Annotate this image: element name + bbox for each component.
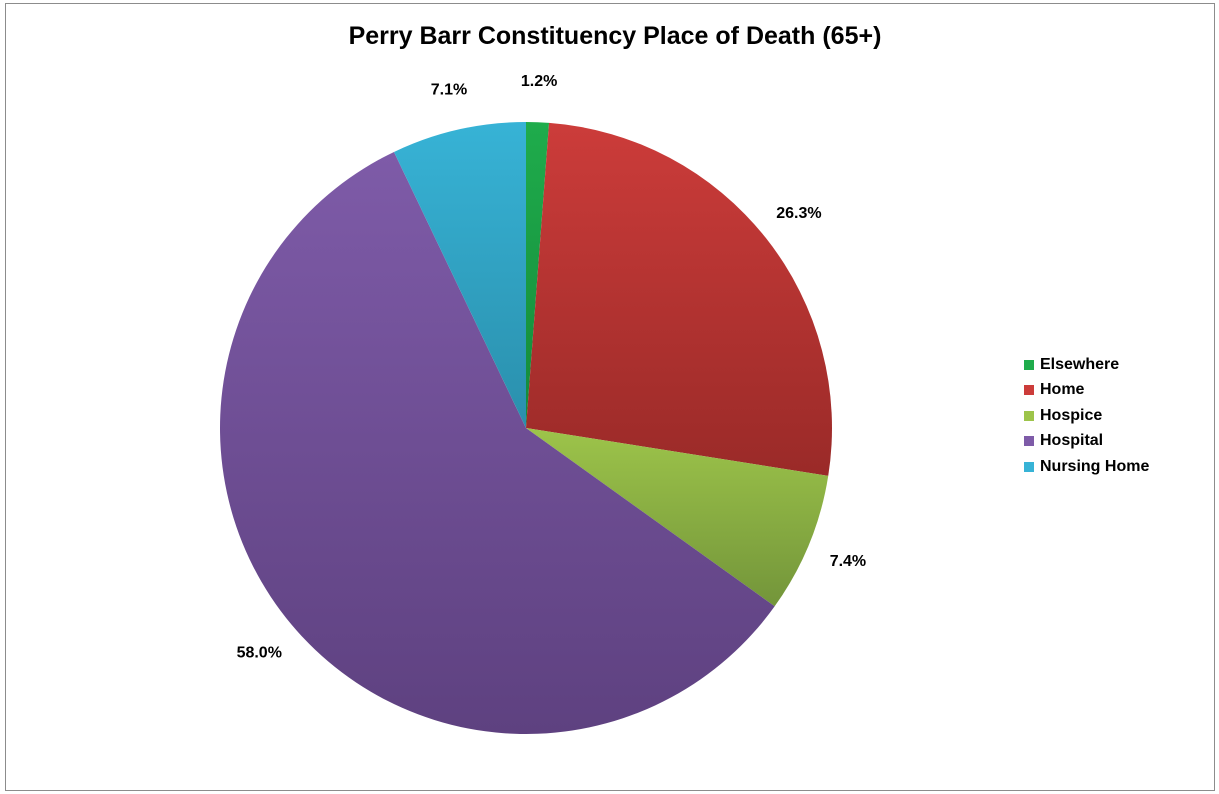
chart-legend: Elsewhere Home Hospice Hospital Nursing … xyxy=(1024,352,1149,480)
legend-label: Home xyxy=(1040,381,1085,399)
legend-item-hospice: Hospice xyxy=(1024,403,1149,429)
legend-item-hospital: Hospital xyxy=(1024,429,1149,455)
legend-swatch xyxy=(1024,461,1034,472)
data-label-nursing-home: 7.1% xyxy=(431,82,467,99)
data-label-home: 26.3% xyxy=(776,205,821,222)
legend-swatch xyxy=(1024,436,1034,447)
legend-label: Elsewhere xyxy=(1040,355,1120,373)
pie-slice-elsewhere xyxy=(526,122,550,428)
pie-slice-hospital xyxy=(219,151,775,734)
pie-slice-nursing-home xyxy=(393,122,526,428)
legend-swatch xyxy=(1024,359,1034,370)
legend-label: Hospital xyxy=(1040,432,1104,450)
legend-item-elsewhere: Elsewhere xyxy=(1024,352,1149,378)
chart-title: Perry Barr Constituency Place of Death (… xyxy=(348,22,882,50)
pie-slice-home xyxy=(526,122,832,476)
data-label-hospital: 58.0% xyxy=(237,645,282,662)
legend-item-home: Home xyxy=(1024,378,1149,404)
legend-swatch xyxy=(1024,385,1034,396)
legend-label: Nursing Home xyxy=(1040,457,1150,475)
data-label-hospice: 7.4% xyxy=(830,553,866,570)
pie-slice-hospice xyxy=(526,428,829,607)
data-label-elsewhere: 1.2% xyxy=(521,73,557,90)
legend-swatch xyxy=(1024,410,1034,421)
legend-label: Hospice xyxy=(1040,406,1103,424)
legend-item-nursing-home: Nursing Home xyxy=(1024,454,1149,480)
